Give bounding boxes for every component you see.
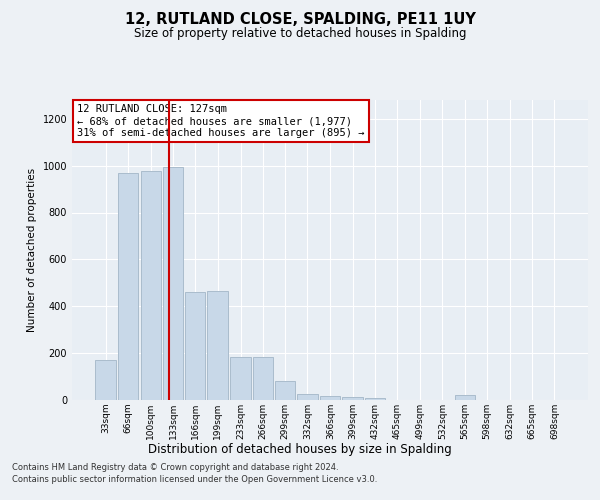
Text: 12 RUTLAND CLOSE: 127sqm
← 68% of detached houses are smaller (1,977)
31% of sem: 12 RUTLAND CLOSE: 127sqm ← 68% of detach…: [77, 104, 365, 138]
Text: Contains HM Land Registry data © Crown copyright and database right 2024.: Contains HM Land Registry data © Crown c…: [12, 464, 338, 472]
Text: Distribution of detached houses by size in Spalding: Distribution of detached houses by size …: [148, 442, 452, 456]
Y-axis label: Number of detached properties: Number of detached properties: [27, 168, 37, 332]
Text: 12, RUTLAND CLOSE, SPALDING, PE11 1UY: 12, RUTLAND CLOSE, SPALDING, PE11 1UY: [125, 12, 475, 28]
Bar: [343, 397, 363, 400]
Bar: [163, 168, 183, 400]
Bar: [320, 396, 340, 400]
Bar: [118, 173, 138, 400]
Text: Contains public sector information licensed under the Open Government Licence v3: Contains public sector information licen…: [12, 475, 377, 484]
Bar: [208, 292, 228, 400]
Bar: [275, 381, 295, 400]
Text: Size of property relative to detached houses in Spalding: Size of property relative to detached ho…: [134, 28, 466, 40]
Bar: [140, 171, 161, 400]
Bar: [365, 398, 385, 400]
Bar: [253, 356, 273, 400]
Bar: [455, 396, 475, 400]
Bar: [230, 356, 251, 400]
Bar: [95, 360, 116, 400]
Bar: [297, 394, 317, 400]
Bar: [185, 292, 205, 400]
